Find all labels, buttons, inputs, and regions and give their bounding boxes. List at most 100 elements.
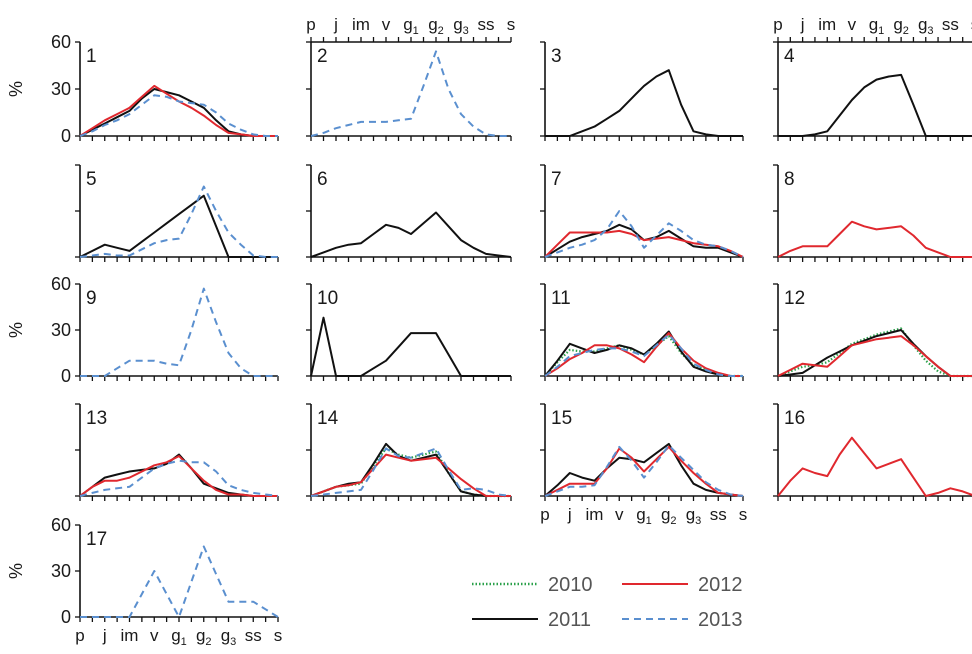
top-tick-label: v <box>848 15 857 34</box>
x-tick-label: s <box>274 626 283 645</box>
panel-number: 3 <box>551 46 562 67</box>
panel-11: 11 <box>540 283 744 381</box>
panel-number: 9 <box>86 288 97 309</box>
y-tick-label: 30 <box>51 561 71 581</box>
panel-number: 14 <box>317 408 339 429</box>
panel-number: 10 <box>317 288 338 309</box>
panel-number: 15 <box>551 408 572 429</box>
panel-number: 5 <box>86 169 97 190</box>
x-tick-label: g2 <box>661 505 677 527</box>
panel-15: p j im v g1 g2 g3 ss s 15 <box>540 403 747 527</box>
y-tick-label: 60 <box>51 274 71 294</box>
panel-10: 10 <box>306 283 512 381</box>
panel-8: 8 <box>773 164 972 262</box>
series-line-2012 <box>79 455 278 497</box>
panel-9: 0 30 60% 9 <box>6 274 279 386</box>
top-tick-label: s <box>507 15 516 34</box>
x-tick-label: ss <box>710 505 727 524</box>
legend-item-2010: 2010 <box>472 574 593 596</box>
panel-3: 3 <box>540 41 744 141</box>
x-tick-label: g3 <box>221 626 237 648</box>
x-tick-label: g1 <box>636 505 652 527</box>
top-tick-label: g3 <box>453 15 469 37</box>
x-tick-label: j <box>102 626 107 645</box>
top-tick-label: v <box>382 15 391 34</box>
legend-label: 2011 <box>548 609 591 631</box>
legend-item-2013: 2013 <box>622 609 743 631</box>
panel-number: 2 <box>317 46 328 67</box>
panel-14: 14 <box>306 403 512 501</box>
top-tick-label: j <box>333 15 338 34</box>
panel-2: p j im v g1 g2 g3 ss s 2 <box>306 15 515 141</box>
series-line-2011 <box>310 211 512 258</box>
x-tick-label: v <box>150 626 159 645</box>
series-line-2011 <box>545 69 743 137</box>
top-tick-label: p <box>773 15 782 34</box>
y-axis-label: % <box>6 81 26 97</box>
panel-5: 5 <box>75 164 279 262</box>
top-tick-label: p <box>306 15 315 34</box>
y-tick-label: 30 <box>51 320 71 340</box>
x-tick-label: ss <box>245 626 262 645</box>
panel-number: 12 <box>784 288 805 309</box>
y-tick-label: 30 <box>51 79 71 99</box>
top-tick-label: g3 <box>918 15 934 37</box>
panel-7: 7 <box>540 164 744 262</box>
x-tick-label: p <box>540 505 549 524</box>
series-line-2013 <box>310 50 511 137</box>
top-tick-label: s <box>971 15 972 34</box>
panel-6: 6 <box>306 164 512 262</box>
series-line-2011 <box>310 442 511 497</box>
series-line-2013 <box>80 545 279 618</box>
top-tick-label: ss <box>942 15 959 34</box>
top-tick-label: g2 <box>893 15 909 37</box>
series-line-2012 <box>777 335 972 377</box>
series-line-2011 <box>778 73 972 137</box>
series-line-2013 <box>310 447 512 497</box>
series-line-2011 <box>544 330 743 377</box>
panel-number: 16 <box>784 408 805 429</box>
x-tick-label: g3 <box>686 505 702 527</box>
panel-number: 1 <box>86 46 97 67</box>
x-tick-label: g1 <box>171 626 187 648</box>
panel-number: 11 <box>551 288 571 309</box>
series-line-2013 <box>80 287 278 377</box>
panel-13: 13 <box>75 403 279 501</box>
series-line-2012 <box>777 220 972 258</box>
series-line-2013 <box>544 210 744 258</box>
top-tick-label: j <box>800 15 805 34</box>
series-line-2012 <box>310 453 511 497</box>
x-tick-label: v <box>615 505 624 524</box>
series-line-2013 <box>79 94 278 137</box>
series-line-2012 <box>79 84 278 137</box>
top-tick-label: im <box>818 15 836 34</box>
series-line-2013 <box>544 333 743 377</box>
series-line-2011 <box>79 88 278 137</box>
series-line-2011 <box>777 329 972 377</box>
legend-label: 2012 <box>698 574 743 596</box>
top-tick-label: g1 <box>869 15 885 37</box>
legend-label: 2010 <box>548 574 593 596</box>
panel-number: 6 <box>317 169 328 190</box>
y-tick-label: 60 <box>51 32 71 52</box>
series-line-2012 <box>544 229 744 258</box>
series-line-2013 <box>79 459 279 497</box>
y-tick-label: 0 <box>61 607 71 627</box>
series-line-2012 <box>544 445 744 497</box>
panel-number: 13 <box>86 408 107 429</box>
y-tick-label: 0 <box>61 126 71 146</box>
y-tick-label: 0 <box>61 366 71 386</box>
series-line-2011 <box>544 442 744 497</box>
panel-number: 17 <box>86 529 107 550</box>
y-axis-label: % <box>6 563 26 579</box>
series-line-2013 <box>544 444 744 497</box>
top-tick-label: g2 <box>428 15 444 37</box>
top-tick-label: im <box>352 15 370 34</box>
x-tick-label: p <box>75 626 84 645</box>
panel-12: 12 <box>773 283 972 381</box>
panel-number: 4 <box>784 46 795 67</box>
panel-17: 0 30 60% p j im v g1 g2 g3 ss s 17 <box>6 515 282 648</box>
legend-label: 2013 <box>698 609 743 631</box>
